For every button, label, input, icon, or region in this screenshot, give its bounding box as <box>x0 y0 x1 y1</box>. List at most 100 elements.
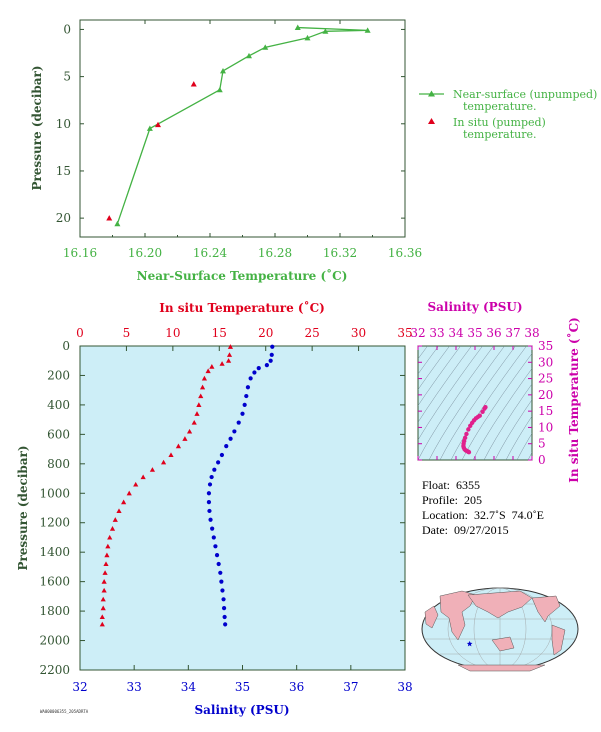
x-tick-label: 16.24 <box>193 246 228 260</box>
temperature-tick-label: 5 <box>123 326 131 340</box>
ts-plot-frame <box>417 345 533 461</box>
salinity-point <box>232 429 237 434</box>
salinity-point <box>206 491 212 496</box>
temperature-point <box>219 361 225 366</box>
temperature-point <box>116 508 122 514</box>
salinity-point <box>256 365 261 371</box>
ts-point <box>482 406 487 411</box>
float-location-marker <box>466 640 473 647</box>
date: Date: 09/27/2015 <box>422 523 509 537</box>
temperature-point <box>182 436 188 441</box>
ts-y-tick-label: 0 <box>538 453 546 467</box>
salinity-point <box>270 344 275 349</box>
temperature-point <box>109 526 116 531</box>
salinity-point <box>216 460 221 465</box>
temperature-point <box>186 428 193 434</box>
salinity-point <box>264 363 269 368</box>
data-point <box>114 220 121 227</box>
y-tick-label: 15 <box>56 164 71 178</box>
ts-x-label: Salinity (PSU) <box>427 300 522 314</box>
salinity-point <box>236 420 241 425</box>
float-star <box>466 640 473 647</box>
salinity-point <box>211 535 216 540</box>
temperature-tick-label: 30 <box>351 326 366 340</box>
salinity-point <box>213 544 218 549</box>
salinity-point <box>222 614 227 620</box>
profile-y-label: Pressure (decibar) <box>16 445 30 570</box>
x-tick-label: 16.36 <box>388 246 422 260</box>
world-map <box>421 587 579 672</box>
near-surface-x-ticks: 16.16 16.20 16.24 16.28 16.32 16.36 <box>63 20 422 260</box>
temperature-point <box>201 375 208 381</box>
data-point <box>220 67 226 74</box>
ts-x-tick-label: 33 <box>429 326 444 340</box>
near-surface-legend: Near-surface (unpumped) temperature. In … <box>419 88 597 141</box>
y-tick-label: 10 <box>56 117 71 131</box>
temperature-point <box>175 443 182 449</box>
legend-green-marker <box>428 90 435 97</box>
profile-plot-frame <box>79 345 406 671</box>
x-tick-label: 16.28 <box>258 246 292 260</box>
salinity-tick-label: 34 <box>181 680 197 694</box>
salinity-point <box>269 352 274 357</box>
temperature-tick-label: 0 <box>76 326 84 340</box>
data-point <box>262 44 269 50</box>
salinity-point <box>207 482 213 487</box>
ts-x-tick-label: 34 <box>448 326 464 340</box>
temperature-point <box>101 579 107 584</box>
temperature-tick-label: 10 <box>165 326 180 340</box>
salinity-point <box>224 444 229 449</box>
temperature-point <box>133 481 139 487</box>
density-contour <box>505 415 532 460</box>
salinity-point <box>206 500 212 505</box>
density-contour <box>418 346 494 460</box>
ts-point <box>480 409 485 414</box>
profile-number: Profile: 205 <box>422 493 482 507</box>
data-point <box>322 28 329 34</box>
temperature-point <box>103 561 109 567</box>
salinity-point <box>242 402 247 408</box>
salinity-tick-label: 37 <box>343 680 358 694</box>
density-contour <box>472 368 532 460</box>
salinity-point <box>208 517 213 522</box>
temperature-point <box>199 384 206 390</box>
pressure-tick-label: 1000 <box>39 486 70 500</box>
salinity-point <box>244 393 249 399</box>
density-contour <box>418 346 483 441</box>
profile-chart: 32 33 34 35 36 37 38 0 5 10 15 20 25 30 35 0 200 400 600 80… <box>16 300 413 717</box>
ts-point <box>466 449 472 455</box>
temperature-point <box>168 452 174 458</box>
temperature-point <box>112 517 118 522</box>
profile-bottom-axis-label: Salinity (PSU) <box>194 703 289 717</box>
temperature-point <box>101 587 107 593</box>
y-tick-label: 0 <box>63 22 71 36</box>
y-tick-label: 20 <box>56 211 71 225</box>
data-point <box>106 215 113 221</box>
salinity-tick-label: 38 <box>397 680 412 694</box>
ts-marks <box>461 405 488 455</box>
salinity-point <box>212 467 217 472</box>
ts-point <box>464 431 469 437</box>
temperature-point <box>191 419 197 425</box>
ts-point <box>466 427 471 432</box>
near-surface-y-label: Pressure (decibar) <box>30 65 44 190</box>
pressure-tick-label: 800 <box>47 457 70 471</box>
data-point <box>155 121 161 128</box>
near-surface-marks <box>106 24 371 227</box>
salinity-point <box>219 579 224 584</box>
pressure-tick-label: 2000 <box>39 634 70 648</box>
ts-y-tick-label: 20 <box>538 388 553 402</box>
salinity-point <box>210 526 215 531</box>
ts-x-tick-label: 36 <box>486 326 501 340</box>
pressure-tick-label: 1600 <box>39 575 70 589</box>
temperature-point <box>100 605 106 611</box>
ts-point <box>468 423 473 428</box>
temperature-tick-label: 20 <box>258 326 273 340</box>
pressure-tick-label: 1800 <box>39 604 70 618</box>
pressure-tick-label: 1200 <box>39 516 70 530</box>
profile-top-axis-label: In situ Temperature (˚C) <box>159 300 325 315</box>
temperature-point <box>126 490 132 496</box>
temperature-tick-label: 25 <box>305 326 320 340</box>
